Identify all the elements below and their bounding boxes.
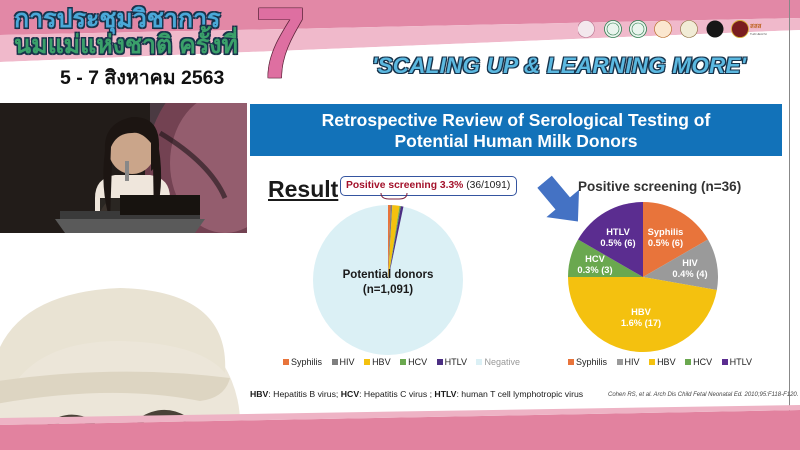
svg-text:สสส: สสส	[750, 23, 762, 30]
svg-text:THAI HEALTH: THAI HEALTH	[750, 32, 767, 36]
